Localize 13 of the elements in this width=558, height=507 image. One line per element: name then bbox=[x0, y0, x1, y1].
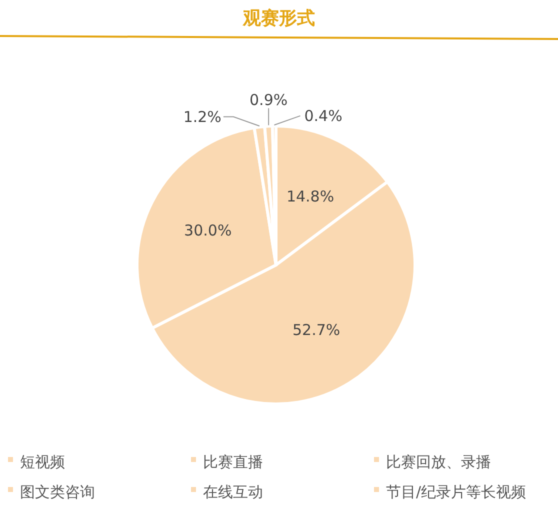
legend-label: 节目/纪录片等长视频 bbox=[386, 483, 526, 501]
data-label: 30.0% bbox=[184, 221, 232, 240]
legend-label: 图文类咨询 bbox=[20, 483, 95, 501]
legend-label: 短视频 bbox=[20, 453, 65, 471]
legend-label: 比赛直播 bbox=[203, 453, 263, 471]
data-label: 0.9% bbox=[250, 91, 288, 110]
data-label: 1.2% bbox=[183, 108, 222, 126]
data-label: 14.8% bbox=[286, 188, 334, 206]
data-label: 52.7% bbox=[292, 320, 340, 339]
legend-label: 在线互动 bbox=[203, 483, 263, 501]
data-label: 0.4% bbox=[304, 106, 342, 125]
legend-label: 比赛回放、录播 bbox=[386, 453, 491, 471]
chart-title: 观赛形式 bbox=[242, 8, 315, 29]
